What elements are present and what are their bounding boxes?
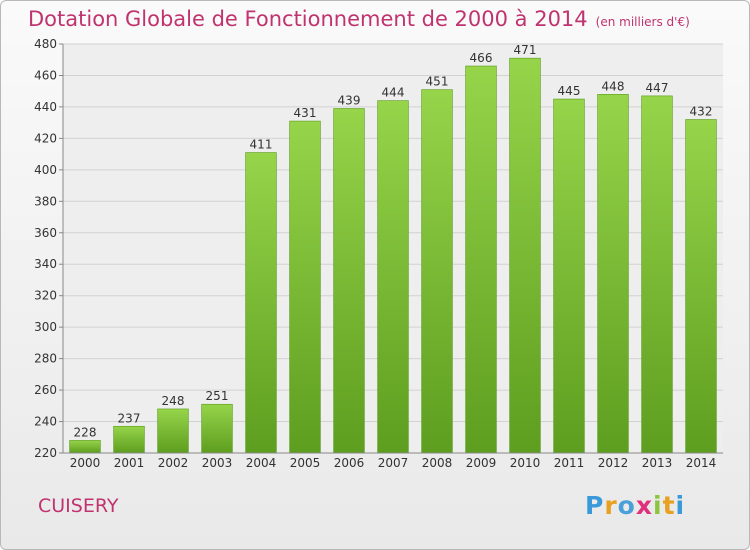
data-label: 447 <box>646 81 669 95</box>
bar <box>289 120 321 454</box>
data-label: 228 <box>74 425 97 439</box>
bar <box>553 98 585 454</box>
data-label: 432 <box>690 105 713 119</box>
y-tick-label: 320 <box>34 289 57 303</box>
x-tick-label: 2007 <box>378 456 409 470</box>
x-tick-label: 2011 <box>554 456 585 470</box>
data-label: 251 <box>206 389 229 403</box>
x-tick-label: 2005 <box>290 456 321 470</box>
chart-title: Dotation Globale de Fonctionnement de 20… <box>28 7 690 31</box>
x-tick-label: 2001 <box>114 456 145 470</box>
bar <box>641 95 673 454</box>
bar <box>245 152 277 454</box>
data-label: 248 <box>162 394 185 408</box>
data-label: 237 <box>118 411 141 425</box>
x-tick-label: 2008 <box>422 456 453 470</box>
bar <box>597 94 629 454</box>
data-label: 431 <box>294 106 317 120</box>
y-tick-label: 440 <box>34 100 57 114</box>
bar <box>333 108 365 454</box>
bar <box>157 408 189 454</box>
chart-subtitle: (en milliers d'€) <box>595 15 690 29</box>
data-label: 451 <box>426 75 449 89</box>
logo-letter: i <box>653 491 663 520</box>
bar <box>421 89 453 454</box>
y-axis: 220 240 260 280 300 320 340 360 380 400 420 440 460 4… <box>34 37 64 460</box>
x-tick-label: 2000 <box>70 456 101 470</box>
y-tick-label: 300 <box>34 320 57 334</box>
logo-letter: P <box>585 491 605 520</box>
y-tick-label: 240 <box>34 415 57 429</box>
y-tick-label: 380 <box>34 194 57 208</box>
logo-letter: o <box>617 491 636 520</box>
data-label: 471 <box>514 43 537 57</box>
logo-letter: i <box>675 491 686 520</box>
bar <box>509 57 541 454</box>
data-label: 445 <box>558 84 581 98</box>
y-tick-label: 260 <box>34 383 57 397</box>
data-label: 411 <box>250 138 273 152</box>
y-tick-label: 480 <box>34 37 57 51</box>
x-tick-label: 2013 <box>642 456 673 470</box>
x-tick-label: 2014 <box>686 456 717 470</box>
bar <box>685 119 717 454</box>
data-label: 448 <box>602 79 625 93</box>
y-tick-label: 280 <box>34 352 57 366</box>
data-label: 439 <box>338 93 361 107</box>
y-tick-label: 220 <box>34 446 57 460</box>
proxiti-logo: Proxiti <box>585 491 685 520</box>
x-tick-label: 2009 <box>466 456 497 470</box>
chart-title-text: Dotation Globale de Fonctionnement de 20… <box>28 7 588 31</box>
y-tick-label: 420 <box>34 131 57 145</box>
x-tick-label: 2006 <box>334 456 365 470</box>
y-tick-label: 360 <box>34 226 57 240</box>
commune-name: CUISERY <box>38 495 119 517</box>
x-tick-label: 2010 <box>510 456 541 470</box>
logo-letter: t <box>662 491 676 520</box>
x-tick-label: 2002 <box>158 456 189 470</box>
logo-letter: r <box>604 491 618 520</box>
data-label: 466 <box>470 51 493 65</box>
bar <box>377 100 409 454</box>
bar <box>465 65 497 454</box>
y-tick-label: 400 <box>34 163 57 177</box>
x-tick-label: 2004 <box>246 456 277 470</box>
bar <box>201 403 233 454</box>
bar <box>69 440 101 454</box>
data-label: 444 <box>382 86 405 100</box>
x-tick-label: 2012 <box>598 456 629 470</box>
y-tick-label: 460 <box>34 68 57 82</box>
logo-letter: x <box>635 491 653 520</box>
bars: 228 237 248 251 411 431 439 444 451 466 471 445 448 4… <box>69 43 717 454</box>
x-tick-label: 2003 <box>202 456 233 470</box>
bar <box>113 425 145 454</box>
x-axis: 2000 2001 2002 2003 2004 2005 2006 2007 2008 2009… <box>63 452 723 470</box>
y-tick-label: 340 <box>34 257 57 271</box>
